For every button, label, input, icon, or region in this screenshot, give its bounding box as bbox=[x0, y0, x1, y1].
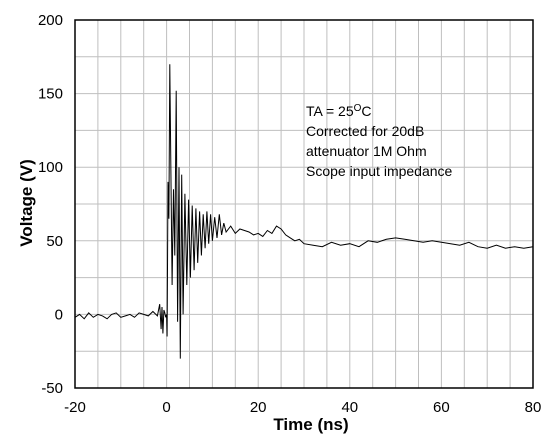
annotation-line-2: Corrected for 20dB bbox=[306, 123, 424, 139]
annotation-line-1: TA = 25OC bbox=[306, 103, 372, 119]
grid bbox=[75, 20, 533, 388]
x-tick-label: -20 bbox=[64, 399, 86, 416]
voltage-series-line bbox=[74, 64, 534, 359]
y-tick-label: 200 bbox=[38, 12, 63, 29]
annotation-line-4: Scope input impedance bbox=[306, 163, 453, 179]
y-axis-title: Voltage (V) bbox=[17, 159, 36, 247]
x-axis-title: Time (ns) bbox=[273, 415, 348, 434]
y-tick-label: 150 bbox=[38, 86, 63, 103]
plot-frame bbox=[74, 19, 534, 389]
x-tick-label: 20 bbox=[250, 399, 267, 416]
y-tick-label: 50 bbox=[46, 233, 63, 250]
y-tick-label: 0 bbox=[55, 306, 63, 323]
annotation-line-3: attenuator 1M Ohm bbox=[306, 143, 427, 159]
y-tick-label: -50 bbox=[41, 380, 63, 397]
x-tick-label: 60 bbox=[433, 399, 450, 416]
x-tick-label: 80 bbox=[525, 399, 542, 416]
annotation-box: TA = 25OC Corrected for 20dB attenuator … bbox=[306, 103, 453, 179]
y-axis-tick-labels: -50 0 50 100 150 200 bbox=[38, 12, 63, 397]
x-tick-label: 40 bbox=[341, 399, 358, 416]
x-axis-tick-labels: -20 0 20 40 60 80 bbox=[64, 399, 541, 416]
x-tick-label: 0 bbox=[162, 399, 170, 416]
y-tick-label: 100 bbox=[38, 159, 63, 176]
